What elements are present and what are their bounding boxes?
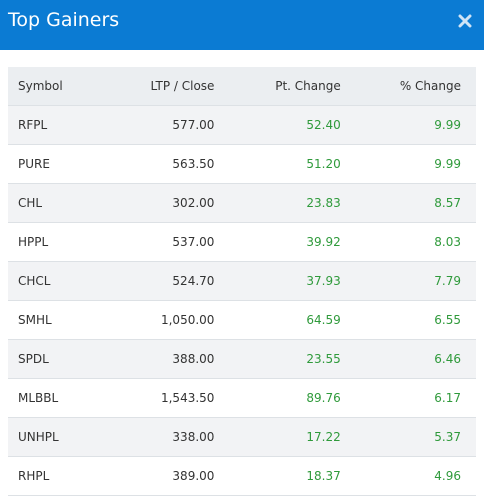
table-row: PURE 563.50 51.20 9.99 (8, 144, 476, 184)
table-row: CHCL 524.70 37.93 7.79 (8, 261, 476, 301)
table-cell: 89.76 (229, 378, 356, 418)
column-header: % Change (355, 67, 476, 106)
column-header: LTP / Close (105, 67, 230, 106)
table-cell: 388.00 (105, 339, 230, 379)
table-cell: 6.17 (355, 378, 476, 418)
table-cell: 577.00 (105, 105, 230, 145)
table-cell: PURE (8, 144, 106, 184)
table-cell: 302.00 (105, 183, 230, 223)
close-button[interactable] (458, 14, 472, 28)
table-cell: 52.40 (229, 105, 356, 145)
column-header: Pt. Change (229, 67, 356, 106)
table-row: SMHL 1,050.00 64.59 6.55 (8, 300, 476, 340)
table-cell: 7.79 (355, 261, 476, 301)
table-row: SPDL 388.00 23.55 6.46 (8, 339, 476, 379)
table-cell: 39.92 (229, 222, 356, 262)
table-cell: 64.59 (229, 300, 356, 340)
table-cell: CHL (8, 183, 106, 223)
table-cell: 8.57 (355, 183, 476, 223)
table-cell: UNHPL (8, 417, 106, 457)
table-row: RHPL 389.00 18.37 4.96 (8, 456, 476, 496)
table-row: HPPL 537.00 39.92 8.03 (8, 222, 476, 262)
table-cell: HPPL (8, 222, 106, 262)
table-row: CHL 302.00 23.83 8.57 (8, 183, 476, 223)
table-body: RFPL 577.00 52.40 9.99 PURE 563.50 51.20 9.99 CH… (8, 105, 476, 496)
table-wrap: Symbol LTP / Close Pt. Change% Change RFPL… (8, 67, 476, 496)
table-cell: 9.99 (355, 105, 476, 145)
table-cell: 23.55 (229, 339, 356, 379)
table-cell: 18.37 (229, 456, 356, 496)
table: Symbol LTP / Close Pt. Change% Change RFPL… (8, 67, 476, 496)
table-cell: 1,050.00 (105, 300, 230, 340)
table-cell: 8.03 (355, 222, 476, 262)
table-cell: 37.93 (229, 261, 356, 301)
table-cell: 338.00 (105, 417, 230, 457)
table-cell: RFPL (8, 105, 106, 145)
table-cell: 9.99 (355, 144, 476, 184)
table-cell: 5.37 (355, 417, 476, 457)
table-cell: CHCL (8, 261, 106, 301)
table-cell: 17.22 (229, 417, 356, 457)
title: Top Gainers (8, 9, 120, 31)
table-cell: 6.55 (355, 300, 476, 340)
table-cell: MLBBL (8, 378, 106, 418)
table-cell: 524.70 (105, 261, 230, 301)
table-cell: 4.96 (355, 456, 476, 496)
table-row: RFPL 577.00 52.40 9.99 (8, 105, 476, 145)
table-cell: RHPL (8, 456, 106, 496)
table-cell: 563.50 (105, 144, 230, 184)
table-row: MLBBL 1,543.50 89.76 6.17 (8, 378, 476, 418)
table-cell: 389.00 (105, 456, 230, 496)
table-cell: 1,543.50 (105, 378, 230, 418)
table-row: UNHPL 338.00 17.22 5.37 (8, 417, 476, 457)
table-cell: 537.00 (105, 222, 230, 262)
header-row: Symbol LTP / Close Pt. Change% Change (8, 67, 476, 106)
column-header: Symbol (8, 67, 106, 106)
table-cell: SPDL (8, 339, 106, 379)
table-cell: 6.46 (355, 339, 476, 379)
table-cell: 23.83 (229, 183, 356, 223)
table-cell: 51.20 (229, 144, 356, 184)
header-bar: Top Gainers (0, 0, 484, 50)
table-cell: SMHL (8, 300, 106, 340)
